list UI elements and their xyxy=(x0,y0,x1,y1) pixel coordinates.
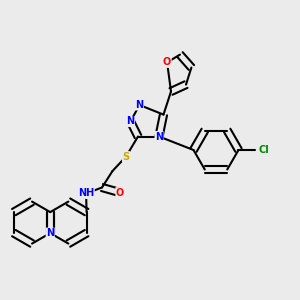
Text: Cl: Cl xyxy=(258,145,269,155)
Text: N: N xyxy=(135,100,144,110)
Text: N: N xyxy=(155,131,163,142)
Text: NH: NH xyxy=(78,188,94,199)
Text: S: S xyxy=(122,152,130,162)
Text: O: O xyxy=(163,57,171,68)
Text: O: O xyxy=(116,188,124,198)
Text: N: N xyxy=(126,116,135,127)
Text: N: N xyxy=(46,228,54,238)
